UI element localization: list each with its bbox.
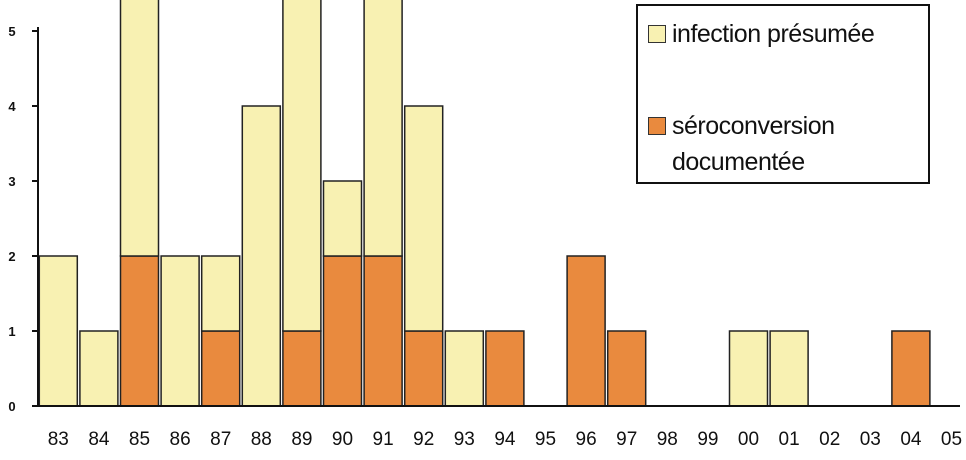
bar-infection-86 [160, 255, 200, 407]
bar-infection-00 [728, 330, 769, 407]
bar-seroconversion-85 [119, 255, 160, 407]
x-tick-label: 84 [88, 429, 110, 450]
legend-entry-seroconversion: séroconversion documentée [648, 108, 912, 180]
bar-seroconversion-96 [566, 255, 606, 407]
y-tick-label: 2 [8, 249, 15, 264]
y-axis-ticks: 0 1 2 3 4 5 [8, 24, 38, 414]
y-tick-label: 0 [8, 399, 15, 414]
bar-infection-01 [769, 330, 809, 407]
bar-seroconversion-97 [606, 330, 647, 407]
axes [37, 27, 960, 407]
bar-infection-91 [363, 0, 403, 257]
bar-infection-92 [403, 105, 444, 332]
bar-seroconversion-04 [891, 330, 931, 407]
x-tick-label: 90 [332, 429, 353, 450]
x-tick-label: 98 [657, 429, 678, 450]
bar-seroconversion-87 [200, 330, 241, 407]
x-tick-label: 95 [535, 429, 556, 450]
x-tick-label: 85 [129, 429, 150, 450]
legend: infection présumée séroconversion docume… [636, 4, 930, 184]
x-tick-label: 87 [210, 429, 231, 450]
legend-entry-infection: infection présumée [648, 16, 912, 52]
bar-infection-84 [79, 330, 119, 407]
x-tick-label: 86 [170, 429, 191, 450]
bar-seroconversion-94 [485, 330, 525, 407]
bar-infection-93 [444, 330, 485, 407]
bar-infection-89 [282, 0, 322, 332]
x-tick-label: 04 [900, 429, 922, 450]
x-tick-label: 03 [860, 429, 881, 450]
x-tick-label: 99 [697, 429, 718, 450]
bar-infection-88 [241, 105, 282, 407]
legend-swatch-seroconversion [648, 117, 666, 135]
x-tick-label: 96 [576, 429, 597, 450]
x-tick-label: 00 [738, 429, 759, 450]
y-tick-label: 4 [8, 99, 16, 114]
y-tick-label: 3 [8, 174, 15, 189]
bar-seroconversion-92 [403, 330, 444, 407]
x-tick-label: 89 [291, 429, 312, 450]
bar-seroconversion-91 [363, 255, 403, 407]
x-tick-label: 97 [616, 429, 637, 450]
x-tick-label: 05 [941, 429, 962, 450]
y-tick-label: 5 [8, 24, 15, 39]
bars [38, 0, 931, 407]
bar-infection-90 [322, 180, 363, 257]
x-tick-label: 02 [819, 429, 840, 450]
x-tick-label: 01 [779, 429, 800, 450]
x-tick-label: 83 [48, 429, 69, 450]
x-tick-label: 91 [373, 429, 394, 450]
bar-infection-85 [119, 0, 160, 257]
x-tick-label: 92 [413, 429, 434, 450]
y-tick-label: 1 [8, 324, 15, 339]
x-tick-label: 88 [251, 429, 272, 450]
bar-infection-83 [38, 255, 79, 407]
legend-label-infection: infection présumée [672, 20, 875, 48]
legend-label-seroconversion: séroconversion documentée [672, 112, 835, 176]
x-tick-label: 94 [494, 429, 516, 450]
bar-infection-87 [200, 255, 241, 332]
bar-seroconversion-89 [282, 330, 322, 407]
bar-seroconversion-90 [322, 255, 363, 407]
x-axis-tick-labels: 83 84 85 86 87 88 89 90 91 92 93 94 95 96 97 98 99 00 01 02… [48, 429, 962, 450]
x-tick-label: 93 [454, 429, 475, 450]
legend-swatch-infection [648, 25, 666, 43]
